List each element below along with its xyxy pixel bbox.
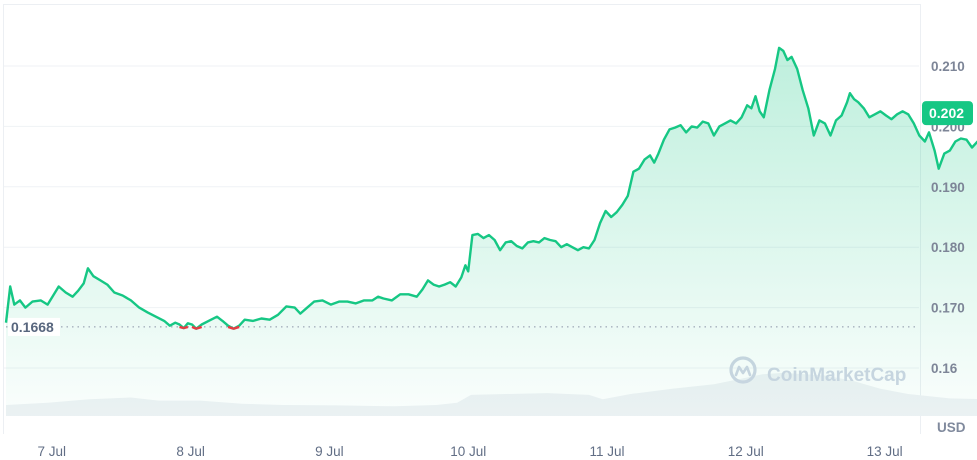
current-price-label: 0.202 [929, 105, 964, 121]
current-price-badge: 0.202 [922, 101, 973, 126]
price-line-down [195, 325, 203, 330]
price-area [6, 47, 977, 416]
x-tick-label: 7 Jul [38, 444, 67, 459]
x-tick-label: 8 Jul [176, 444, 205, 459]
price-line-down [183, 325, 189, 330]
x-tick-label: 11 Jul [589, 444, 624, 459]
y-tick-label: 0.190 [931, 180, 965, 195]
price-line-down [233, 325, 240, 330]
price-area-fill [6, 47, 977, 416]
x-tick-label: 9 Jul [315, 444, 344, 459]
price-line[interactable] [4, 46, 977, 330]
price-line-down [191, 325, 197, 330]
price-line-up[interactable] [4, 46, 977, 330]
price-line-down [227, 325, 235, 330]
x-axis: 7 Jul 8 Jul 9 Jul 10 Jul 11 Jul 12 Jul 13 Jul [38, 444, 903, 459]
baseline-value-label: 0.1668 [11, 319, 54, 335]
x-tick-label: 13 Jul [867, 444, 903, 459]
chart-top-border [3, 4, 921, 5]
y-tick-label: 0.170 [931, 301, 965, 316]
current-price-badge-bg [922, 101, 973, 126]
baseline: 0.1668 [6, 317, 918, 336]
baseline-label-bg [8, 317, 60, 336]
x-tick-label: 10 Jul [450, 444, 486, 459]
price-line-down [179, 325, 184, 330]
y-tick-label: 0.16 [931, 361, 958, 376]
y-tick-label: 0.210 [931, 59, 965, 74]
currency-unit-label: USD [937, 420, 966, 435]
y-tick-label: 0.180 [931, 240, 965, 255]
chart-left-border [3, 4, 4, 434]
x-tick-label: 12 Jul [728, 444, 764, 459]
